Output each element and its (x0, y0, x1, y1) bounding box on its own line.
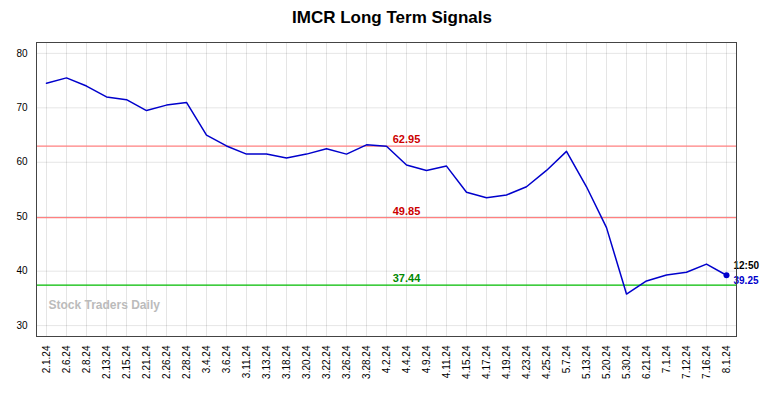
svg-text:5.30.24: 5.30.24 (621, 345, 632, 379)
svg-text:8.1.24: 8.1.24 (721, 345, 732, 373)
svg-text:39.25: 39.25 (734, 275, 759, 286)
svg-text:3.6.24: 3.6.24 (221, 345, 232, 373)
svg-text:3.13.24: 3.13.24 (261, 345, 272, 379)
svg-text:30: 30 (16, 320, 28, 331)
svg-text:3.28.24: 3.28.24 (361, 345, 372, 379)
svg-text:5.7.24: 5.7.24 (561, 345, 572, 373)
svg-text:4.19.24: 4.19.24 (501, 345, 512, 379)
svg-text:2.15.24: 2.15.24 (121, 345, 132, 379)
svg-text:5.13.24: 5.13.24 (581, 345, 592, 379)
svg-text:2.28.24: 2.28.24 (181, 345, 192, 379)
svg-text:2.13.24: 2.13.24 (101, 345, 112, 379)
svg-text:2.1.24: 2.1.24 (41, 345, 52, 373)
svg-text:4.2.24: 4.2.24 (381, 345, 392, 373)
svg-text:7.16.24: 7.16.24 (701, 345, 712, 379)
svg-text:Stock Traders Daily: Stock Traders Daily (49, 298, 161, 312)
svg-text:6.21.24: 6.21.24 (641, 345, 652, 379)
svg-text:3.4.24: 3.4.24 (201, 345, 212, 373)
svg-text:4.23.24: 4.23.24 (521, 345, 532, 379)
svg-text:49.85: 49.85 (393, 205, 421, 217)
svg-text:4.9.24: 4.9.24 (421, 345, 432, 373)
svg-text:3.26.24: 3.26.24 (341, 345, 352, 379)
svg-text:2.8.24: 2.8.24 (81, 345, 92, 373)
svg-text:4.4.24: 4.4.24 (401, 345, 412, 373)
svg-text:5.20.24: 5.20.24 (601, 345, 612, 379)
svg-text:50: 50 (16, 211, 28, 222)
svg-text:62.95: 62.95 (393, 133, 421, 145)
svg-text:4.15.24: 4.15.24 (461, 345, 472, 379)
svg-text:7.1.24: 7.1.24 (661, 345, 672, 373)
svg-text:3.18.24: 3.18.24 (281, 345, 292, 379)
svg-text:3.22.24: 3.22.24 (321, 345, 332, 379)
svg-text:40: 40 (16, 265, 28, 276)
svg-text:2.21.24: 2.21.24 (141, 345, 152, 379)
svg-text:3.11.24: 3.11.24 (241, 345, 252, 378)
svg-text:4.17.24: 4.17.24 (481, 345, 492, 379)
svg-text:4.11.24: 4.11.24 (441, 345, 452, 378)
svg-text:2.26.24: 2.26.24 (161, 345, 172, 379)
html-text:IMCR Long Term Signals: IMCR Long Term Signals (292, 8, 492, 27)
svg-text:80: 80 (16, 48, 28, 59)
svg-text:60: 60 (16, 156, 28, 167)
svg-text:4.25.24: 4.25.24 (541, 345, 552, 379)
svg-text:37.44: 37.44 (393, 272, 421, 284)
svg-text:70: 70 (16, 102, 28, 113)
svg-text:2.6.24: 2.6.24 (61, 345, 72, 373)
svg-text:7.12.24: 7.12.24 (681, 345, 692, 379)
svg-text:3.20.24: 3.20.24 (301, 345, 312, 379)
svg-text:12:50: 12:50 (734, 260, 760, 271)
